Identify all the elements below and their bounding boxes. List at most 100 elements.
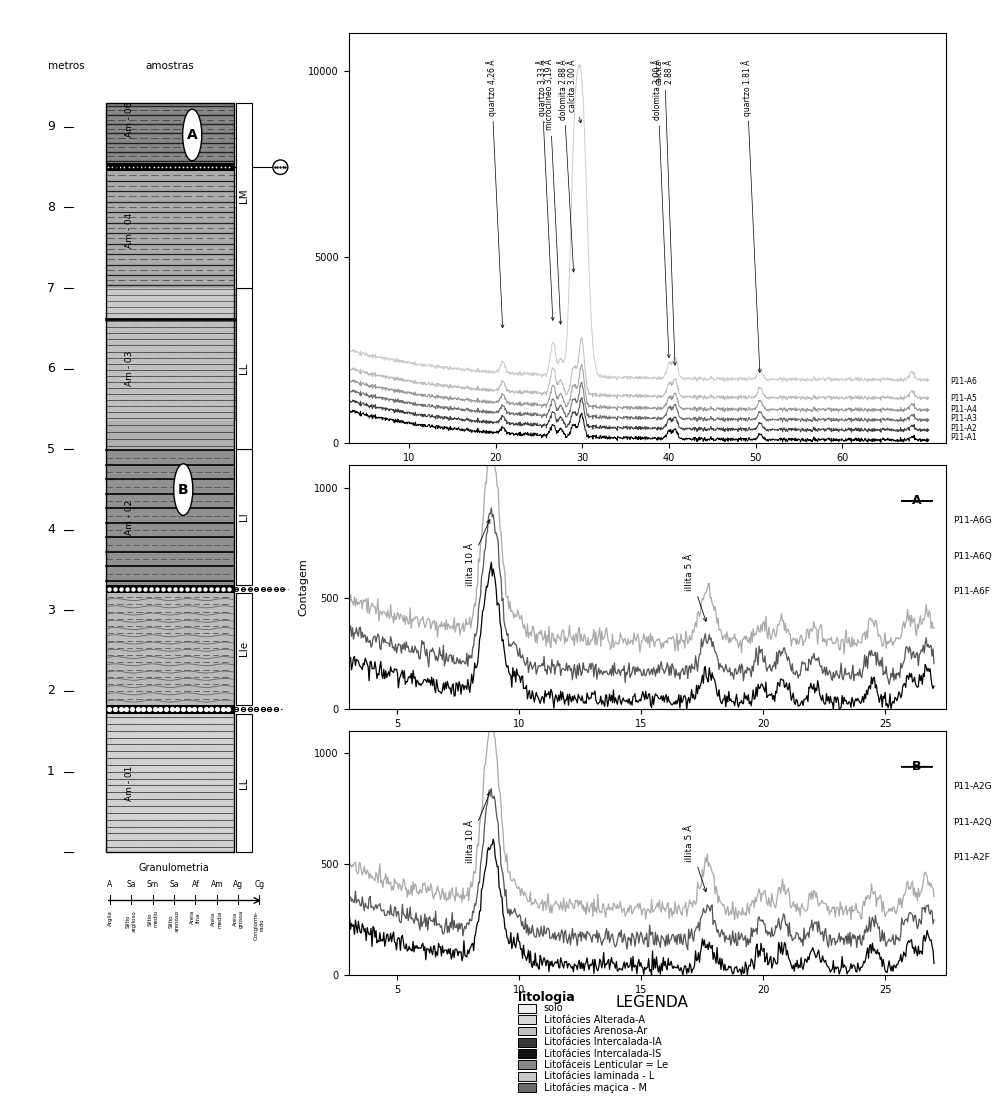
Text: P11-A6G: P11-A6G: [953, 516, 992, 525]
Text: Siltio
arenoso: Siltio arenoso: [168, 910, 179, 932]
Bar: [518, 1026, 536, 1035]
Bar: [236, 714, 252, 852]
Bar: [106, 421, 234, 449]
Text: 6: 6: [47, 362, 55, 376]
Text: A: A: [187, 129, 197, 142]
Circle shape: [182, 110, 202, 161]
Text: Sa: Sa: [169, 880, 179, 890]
Text: P11-A6: P11-A6: [950, 377, 977, 387]
Text: 3: 3: [47, 604, 55, 617]
Bar: [518, 1004, 536, 1013]
Text: quartzo 3,33 Å: quartzo 3,33 Å: [536, 60, 554, 320]
Bar: [518, 1038, 536, 1047]
Text: illita 10 Å: illita 10 Å: [466, 792, 490, 863]
Text: Ag: Ag: [233, 880, 243, 890]
Text: metros: metros: [49, 61, 85, 72]
Bar: [518, 1049, 536, 1058]
Bar: [236, 288, 252, 449]
Text: Areia
media: Areia media: [211, 910, 222, 927]
Text: illita 5 Å: illita 5 Å: [685, 554, 706, 622]
Bar: [236, 103, 252, 288]
Bar: [106, 585, 234, 593]
Text: P11-A3: P11-A3: [950, 414, 977, 423]
Text: illita 10 Å: illita 10 Å: [466, 520, 490, 586]
Text: quartzo 4,26 Å: quartzo 4,26 Å: [486, 60, 504, 328]
Text: B: B: [178, 483, 188, 496]
Text: Granulometria: Granulometria: [138, 863, 210, 873]
Text: dolomita 3.00 Å: dolomita 3.00 Å: [653, 60, 670, 358]
Bar: [106, 103, 234, 163]
Text: P11-A6Q: P11-A6Q: [953, 552, 992, 561]
Text: Litofáceis Lenticular = Le: Litofáceis Lenticular = Le: [544, 1060, 667, 1070]
Text: 7: 7: [47, 281, 55, 295]
Text: Cg: Cg: [254, 880, 265, 890]
Text: 2: 2: [47, 685, 55, 698]
Bar: [106, 593, 234, 705]
Text: B: B: [912, 760, 921, 773]
Text: Litofácies Alterada-A: Litofácies Alterada-A: [544, 1015, 644, 1025]
Text: P11-A1: P11-A1: [950, 433, 977, 442]
Bar: [106, 172, 234, 288]
Text: microclinéo 3,19 Å: microclinéo 3,19 Å: [545, 60, 562, 325]
Text: calcita
2.88 Å: calcita 2.88 Å: [655, 60, 676, 366]
Text: 1: 1: [47, 765, 55, 778]
Text: Litofácies Arenosa-Ar: Litofácies Arenosa-Ar: [544, 1026, 647, 1036]
Text: 9: 9: [47, 121, 55, 133]
Text: Argila: Argila: [108, 910, 113, 926]
Text: A: A: [108, 880, 113, 890]
Text: Litofácies Intercalada-IA: Litofácies Intercalada-IA: [544, 1037, 661, 1047]
Text: Am - 03: Am - 03: [124, 351, 134, 387]
Text: Sm: Sm: [146, 880, 158, 890]
Bar: [236, 449, 252, 585]
Text: Conglome-
rado: Conglome- rado: [254, 910, 265, 940]
Text: solo: solo: [544, 1003, 564, 1014]
Text: LEGENDA: LEGENDA: [616, 995, 689, 1010]
Text: litologia: litologia: [518, 991, 575, 1004]
Bar: [518, 1060, 536, 1069]
Text: LM: LM: [239, 188, 249, 203]
Text: Am - 01: Am - 01: [124, 766, 134, 801]
Text: 5: 5: [47, 443, 55, 455]
Text: Lle: Lle: [239, 642, 249, 656]
Bar: [106, 288, 242, 319]
Bar: [518, 1071, 536, 1080]
Text: amostras: amostras: [145, 61, 194, 72]
Text: Am - 04: Am - 04: [124, 213, 134, 248]
Text: Af: Af: [191, 880, 199, 890]
Text: A: A: [912, 494, 921, 507]
Text: Siltio
medio: Siltio medio: [147, 910, 158, 927]
Text: P11-A2Q: P11-A2Q: [953, 818, 992, 827]
Text: P11-A2F: P11-A2F: [953, 853, 990, 862]
Text: calcita 3.00 Å: calcita 3.00 Å: [568, 60, 582, 123]
Text: P11-A5: P11-A5: [950, 394, 977, 403]
Ellipse shape: [273, 160, 288, 174]
Y-axis label: Contagem: Contagem: [299, 558, 309, 616]
Text: LL: LL: [239, 363, 249, 375]
Bar: [106, 320, 242, 421]
Text: Areia
fina: Areia fina: [190, 910, 201, 924]
Bar: [106, 449, 234, 585]
Text: quartzo 1.81 Å: quartzo 1.81 Å: [742, 60, 761, 372]
Text: P11-A2: P11-A2: [950, 423, 977, 433]
Text: Litofácies laminada - L: Litofácies laminada - L: [544, 1071, 654, 1081]
Bar: [106, 714, 234, 852]
Bar: [518, 1084, 536, 1092]
Text: P11-A4: P11-A4: [950, 406, 977, 414]
Text: P11-A2G: P11-A2G: [953, 782, 992, 791]
Bar: [236, 593, 252, 705]
Text: LI: LI: [239, 513, 249, 521]
Bar: [106, 163, 234, 172]
Text: 8: 8: [47, 201, 55, 214]
Text: Sa: Sa: [126, 880, 136, 890]
Text: illita 5 Å: illita 5 Å: [685, 824, 706, 892]
Circle shape: [173, 464, 193, 515]
Text: Am - 02: Am - 02: [124, 500, 134, 534]
Text: Litofácies maçica - M: Litofácies maçica - M: [544, 1083, 646, 1092]
Bar: [106, 103, 234, 852]
Text: Litofácies Intercalada-IS: Litofácies Intercalada-IS: [544, 1048, 661, 1058]
Bar: [518, 1015, 536, 1024]
Text: dolomita 2.88 Å: dolomita 2.88 Å: [559, 60, 575, 271]
Text: LL: LL: [239, 777, 249, 789]
Text: Areia
grossa: Areia grossa: [233, 910, 243, 929]
Bar: [106, 705, 234, 714]
